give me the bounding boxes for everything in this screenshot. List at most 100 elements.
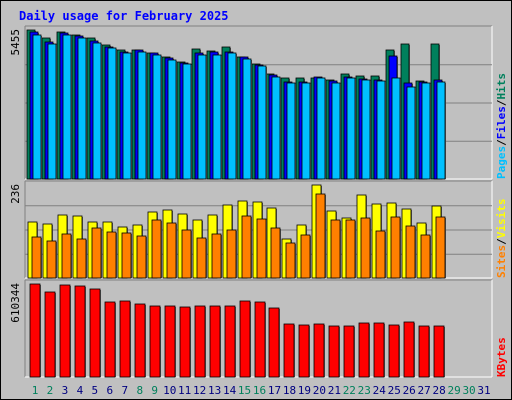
bar-kbytes-day-22 (343, 325, 355, 378)
x-tick-label-day-30: 30 (462, 384, 475, 397)
chart-title: Daily usage for February 2025 (19, 9, 229, 23)
bar-kbytes-day-17 (268, 307, 280, 378)
bar-pages-day-17 (271, 76, 281, 180)
bar-sites-day-19 (300, 234, 311, 279)
bar-pages-day-28 (436, 81, 446, 180)
bar-kbytes-day-18 (283, 323, 295, 378)
series-legend: Pages/Files/Hits (495, 73, 508, 179)
bar-pages-day-12 (197, 54, 207, 180)
bar-sites-day-28 (435, 216, 446, 279)
bar-kbytes-day-15 (239, 300, 251, 378)
x-tick-label-day-7: 7 (121, 384, 128, 397)
bar-sites-day-1 (31, 236, 42, 279)
bar-sites-day-11 (181, 229, 192, 279)
x-tick-label-day-14: 14 (223, 384, 237, 397)
x-tick-label-day-20: 20 (313, 384, 326, 397)
y-max-label: 236 (9, 184, 22, 204)
x-tick-label-day-12: 12 (193, 384, 206, 397)
panel-1: 5455 Pages/Files/Hits (9, 25, 508, 180)
bar-kbytes-day-9 (149, 305, 161, 378)
x-tick-label-day-23: 23 (358, 384, 371, 397)
bar-sites-day-16 (256, 218, 267, 279)
bar-kbytes-day-25 (388, 324, 400, 378)
panel-2: 236 Sites/Visits (9, 180, 508, 279)
bar-sites-day-20 (315, 193, 326, 279)
bar-kbytes-day-7 (119, 300, 131, 378)
x-tick-label-day-17: 17 (268, 384, 281, 397)
bar-sites-day-12 (196, 237, 207, 279)
bar-sites-day-4 (76, 238, 87, 279)
bar-kbytes-day-26 (403, 321, 415, 378)
x-tick-label-day-4: 4 (77, 384, 84, 397)
bar-kbytes-day-27 (418, 325, 430, 378)
bar-sites-day-17 (270, 227, 281, 279)
bar-sites-day-10 (166, 222, 177, 279)
bar-pages-day-11 (182, 63, 192, 180)
bar-pages-day-9 (152, 54, 162, 180)
bar-kbytes-day-14 (224, 305, 236, 378)
x-tick-label-day-6: 6 (107, 384, 114, 397)
bar-pages-day-8 (137, 51, 147, 180)
bar-sites-day-22 (345, 219, 356, 279)
bar-pages-day-21 (331, 82, 341, 180)
bar-kbytes-day-12 (194, 305, 206, 378)
bar-sites-day-3 (61, 233, 72, 279)
legend-pages: Pages (495, 146, 508, 179)
bar-pages-day-27 (421, 82, 431, 180)
bar-pages-day-3 (62, 34, 72, 180)
bar-kbytes-day-20 (313, 323, 325, 378)
bar-sites-day-21 (330, 219, 341, 279)
bar-pages-day-6 (107, 47, 117, 180)
bar-sites-day-23 (360, 217, 371, 279)
bar-pages-day-5 (92, 42, 102, 180)
bar-pages-day-14 (227, 52, 237, 180)
legend-files: Files (495, 106, 508, 139)
bar-kbytes-day-21 (328, 325, 340, 378)
bar-sites-day-8 (136, 235, 147, 279)
bar-sites-day-2 (46, 240, 57, 279)
panel-3: 610344 KBytes (9, 279, 508, 378)
bar-kbytes-day-28 (433, 325, 445, 378)
x-tick-label-day-15: 15 (238, 384, 251, 397)
y-max-label: 610344 (9, 283, 22, 323)
bar-pages-day-26 (406, 86, 416, 180)
bar-kbytes-day-11 (179, 306, 191, 378)
bar-pages-day-4 (77, 37, 87, 180)
legend-sites: Sites (495, 245, 508, 278)
bar-kbytes-day-24 (373, 322, 385, 378)
bar-pages-day-1 (32, 34, 42, 180)
bar-sites-day-24 (375, 230, 386, 279)
x-tick-label-day-19: 19 (298, 384, 311, 397)
bar-kbytes-day-23 (358, 322, 370, 378)
bar-pages-day-15 (242, 58, 252, 180)
x-tick-label-day-13: 13 (208, 384, 221, 397)
bar-sites-day-26 (405, 225, 416, 279)
bar-pages-day-10 (167, 59, 177, 180)
bar-sites-day-5 (91, 227, 102, 279)
x-tick-label-day-22: 22 (343, 384, 356, 397)
bar-kbytes-day-4 (74, 285, 86, 378)
bar-pages-day-19 (301, 82, 311, 180)
bar-kbytes-day-10 (164, 305, 176, 378)
x-tick-label-day-28: 28 (433, 384, 446, 397)
bar-pages-day-7 (122, 52, 132, 180)
x-tick-label-day-27: 27 (418, 384, 431, 397)
bar-sites-day-14 (226, 229, 237, 279)
bar-pages-day-23 (361, 79, 371, 180)
x-tick-label-day-24: 24 (373, 384, 387, 397)
bar-kbytes-day-5 (89, 288, 101, 378)
x-tick-label-day-9: 9 (151, 384, 158, 397)
x-tick-label-day-26: 26 (403, 384, 416, 397)
legend-visits: Visits (495, 199, 508, 239)
bar-sites-day-18 (285, 242, 296, 279)
x-tick-label-day-1: 1 (32, 384, 39, 397)
bar-pages-day-16 (257, 65, 267, 180)
bar-pages-day-18 (286, 82, 296, 180)
bar-kbytes-day-6 (104, 301, 116, 378)
x-tick-label-day-31: 31 (477, 384, 490, 397)
bar-kbytes-day-19 (298, 324, 310, 378)
bar-sites-day-7 (121, 232, 132, 279)
y-max-label: 5455 (9, 29, 22, 56)
